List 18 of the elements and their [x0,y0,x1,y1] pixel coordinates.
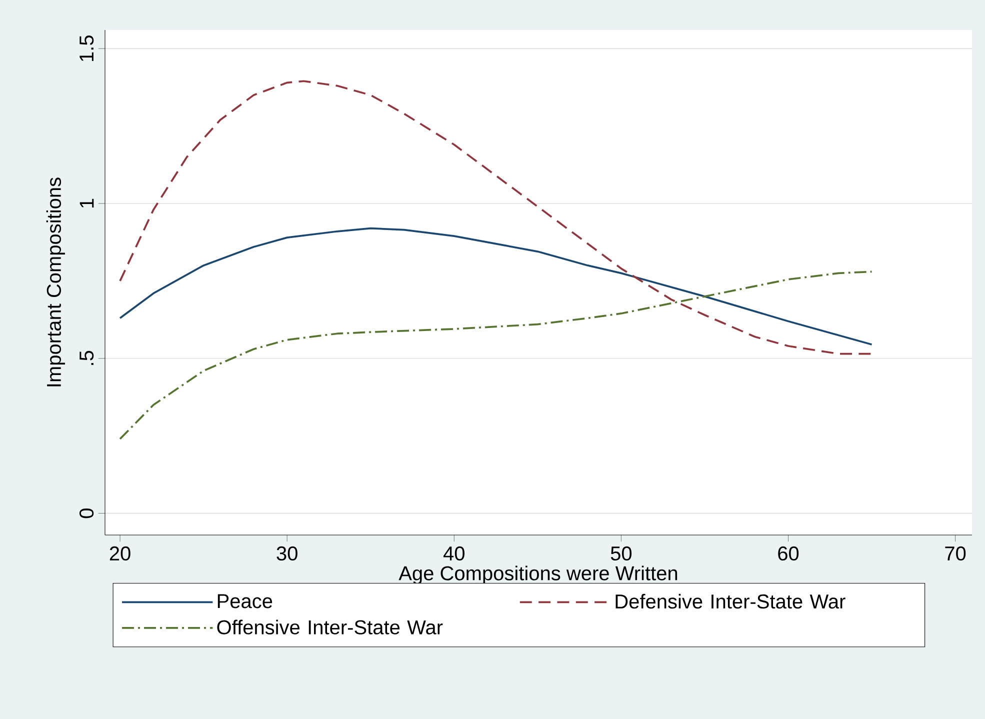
x-tick-label: 30 [276,546,298,561]
legend-label: Peace [218,594,272,608]
y-tick-label: 0 [79,508,94,518]
x-axis-title: Age Compositions were Written [398,566,678,584]
line-series [119,270,873,440]
legend-label: Defensive Inter-State War [616,594,846,609]
x-tick-label: 20 [110,546,130,561]
x-tick-label: 50 [610,546,632,561]
x-tick-label: 40 [443,546,464,561]
line-series [119,80,873,355]
y-tick-label: 1 [80,198,94,208]
line-series [119,227,873,346]
x-tick-label: 60 [778,546,799,561]
y-tick-label: .5 [80,350,94,365]
y-tick-label: 1.5 [80,36,94,61]
x-tick-label: 70 [945,546,966,561]
legend-label: Offensive Inter-State War [217,620,443,634]
y-axis-title: Important Compositions [46,178,65,386]
